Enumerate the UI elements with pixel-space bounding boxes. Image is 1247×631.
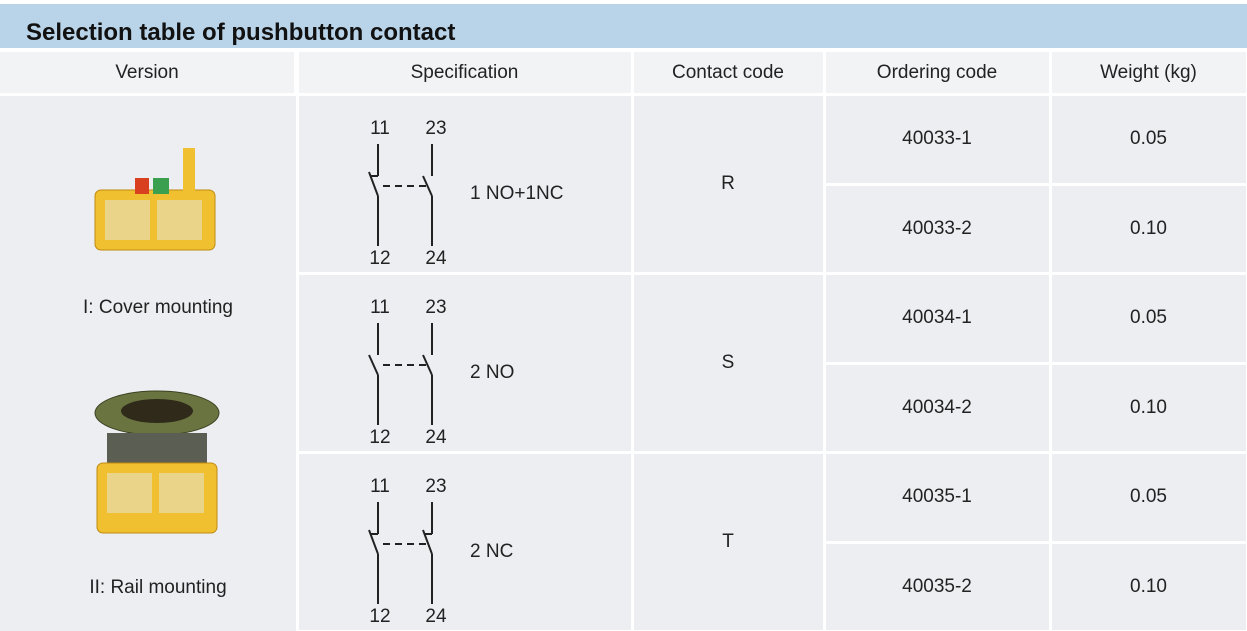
column-header: Contact code [634, 52, 823, 93]
weight: 0.05 [1052, 96, 1246, 183]
contact-code: S [634, 275, 823, 451]
contact-code: R [634, 96, 823, 272]
ordering-code: 40034-1 [826, 275, 1049, 362]
specification-cell [299, 454, 631, 630]
column-header: Weight (kg) [1052, 52, 1246, 93]
ordering-code: 40033-2 [826, 186, 1049, 273]
weight: 0.10 [1052, 544, 1246, 631]
column-header: Ordering code [826, 52, 1049, 93]
specification-cell [299, 96, 631, 272]
ordering-code: 40034-2 [826, 365, 1049, 452]
contact-code: T [634, 454, 823, 630]
weight: 0.05 [1052, 275, 1246, 362]
column-header: Specification [299, 52, 631, 93]
weight: 0.05 [1052, 454, 1246, 541]
page: Selection table of pushbutton contact Ve… [0, 0, 1247, 631]
table-title: Selection table of pushbutton contact [0, 4, 1247, 48]
specification-cell [299, 275, 631, 451]
version-cell [0, 96, 296, 631]
ordering-code: 40033-1 [826, 96, 1049, 183]
ordering-code: 40035-1 [826, 454, 1049, 541]
weight: 0.10 [1052, 365, 1246, 452]
ordering-code: 40035-2 [826, 544, 1049, 631]
column-header: Version [0, 52, 294, 93]
weight: 0.10 [1052, 186, 1246, 273]
